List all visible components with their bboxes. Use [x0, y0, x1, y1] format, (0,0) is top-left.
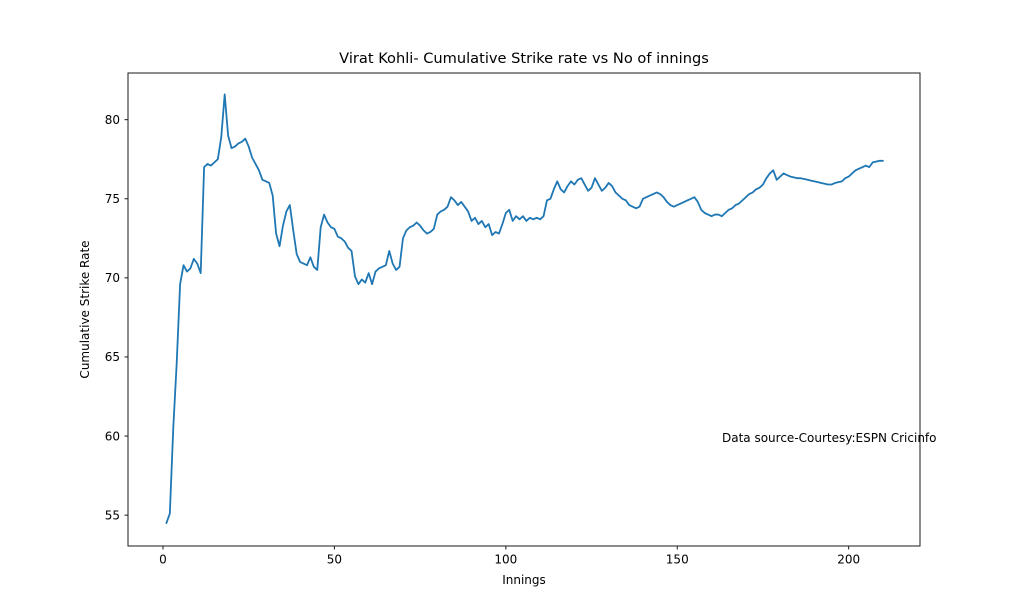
y-tick-label: 55 [105, 508, 120, 522]
x-tick-label: 200 [837, 553, 860, 567]
x-tick-label: 0 [159, 553, 167, 567]
x-tick-label: 50 [327, 553, 342, 567]
chart-title: Virat Kohli- Cumulative Strike rate vs N… [339, 50, 709, 67]
y-tick-label: 75 [105, 192, 120, 206]
axes-spines [127, 72, 921, 547]
cumulative-strike-rate-line [165, 93, 884, 524]
x-tick-label: 150 [666, 553, 689, 567]
y-tick-label: 65 [105, 350, 120, 364]
y-axis-ticks: 55 60 65 70 75 80 [105, 113, 128, 522]
x-tick-label: 100 [494, 553, 517, 567]
data-source-annotation: Data source-Courtesy:ESPN Cricinfo [722, 431, 937, 445]
y-tick-label: 70 [105, 271, 120, 285]
x-axis-ticks: 0 50 100 150 200 [159, 546, 860, 567]
plot-area [128, 73, 920, 546]
y-tick-label: 60 [105, 429, 120, 443]
y-tick-label: 80 [105, 113, 120, 127]
x-axis-label: Innings [502, 573, 546, 587]
y-axis-label: Cumulative Strike Rate [78, 240, 92, 378]
